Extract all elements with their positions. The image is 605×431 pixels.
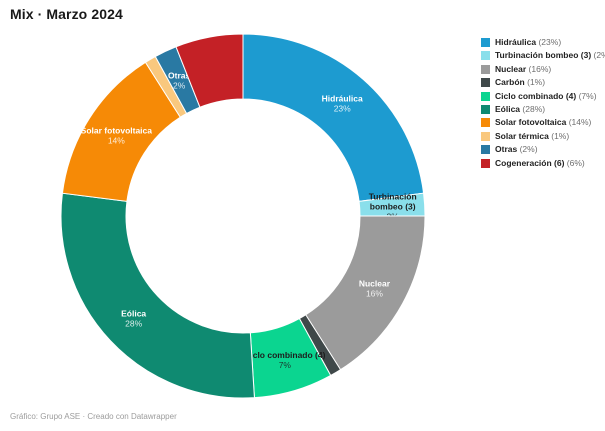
slice-label-hidraulica: Hidráulica 23%	[322, 93, 363, 113]
legend-item-carbon: Carbón (1%)	[481, 76, 605, 89]
legend-swatch-icon	[481, 78, 490, 88]
legend-swatch-icon	[481, 158, 490, 168]
legend-swatch-icon	[481, 91, 490, 101]
legend-item-otras: Otras (2%)	[481, 143, 605, 156]
legend-label: Otras (2%)	[495, 144, 538, 155]
legend-swatch-icon	[481, 145, 490, 155]
legend-swatch-icon	[481, 38, 490, 47]
legend-label: Ciclo combinado (4) (7%)	[495, 90, 597, 101]
legend-item-hidraulica: Hidráulica (23%)	[481, 36, 605, 49]
legend-item-turbinacion-bombeo-3: Turbinación bombeo (3) (2%)	[481, 49, 605, 62]
legend-swatch-icon	[481, 64, 490, 74]
donut-slice-cogeneracion-6[interactable]	[175, 33, 244, 108]
legend-item-eolica: Eólica (28%)	[481, 103, 605, 116]
donut-slice-hidraulica[interactable]	[242, 33, 425, 202]
slice-label-ciclo-combinado-4: Ciclo combinado (4) 7%	[244, 350, 325, 370]
legend-swatch-icon	[481, 104, 490, 114]
legend-item-solar-fotovoltaica: Solar fotovoltaica (14%)	[481, 116, 605, 129]
legend: Hidráulica (23%) Turbinación bombeo (3) (…	[481, 36, 605, 170]
legend-label: Eólica (28%)	[495, 103, 546, 114]
donut-slice-eolica[interactable]	[60, 192, 255, 399]
legend-label: Solar térmica (1%)	[495, 130, 570, 141]
legend-item-cogeneracion-6: Cogeneración (6) (6%)	[481, 157, 605, 170]
legend-item-nuclear: Nuclear (16%)	[481, 63, 605, 76]
slice-label-solar-fotovoltaica: Solar fotovoltaica 14%	[81, 126, 153, 146]
slice-label-eolica: Eólica 28%	[121, 309, 146, 329]
legend-swatch-icon	[481, 118, 490, 128]
legend-label: Turbinación bombeo (3) (2%)	[495, 50, 605, 61]
legend-item-ciclo-combinado-4: Ciclo combinado (4) (7%)	[481, 90, 605, 103]
credit-line: Gráfico: Grupo ASE · Creado con Datawrap…	[10, 412, 177, 421]
slice-label-nuclear: Nuclear 16%	[359, 278, 391, 298]
legend-label: Solar fotovoltaica (14%)	[495, 117, 592, 128]
legend-label: Cogeneración (6) (6%)	[495, 157, 585, 168]
legend-item-solar-termica: Solar térmica (1%)	[481, 130, 605, 143]
slice-label-otras: Otras 2%	[168, 70, 190, 90]
legend-swatch-icon	[481, 131, 490, 141]
chart-title: Mix · Marzo 2024	[10, 6, 123, 22]
legend-swatch-icon	[481, 51, 490, 61]
legend-label: Hidráulica (23%)	[495, 37, 562, 47]
legend-label: Nuclear (16%)	[495, 63, 552, 74]
legend-label: Carbón (1%)	[495, 77, 546, 88]
